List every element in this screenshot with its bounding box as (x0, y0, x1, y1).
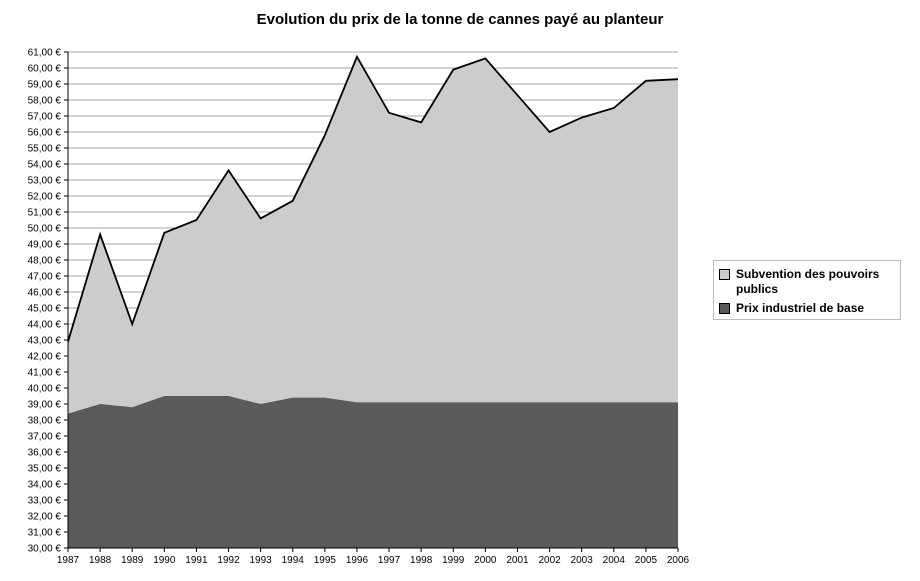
x-tick-label: 1999 (442, 555, 465, 566)
y-tick-label: 48,00 € (28, 256, 62, 267)
x-tick-label: 1997 (378, 555, 401, 566)
x-tick-label: 1996 (346, 555, 369, 566)
y-tick-label: 54,00 € (28, 160, 62, 171)
y-tick-label: 61,00 € (28, 48, 62, 59)
x-tick-label: 1991 (185, 555, 208, 566)
y-tick-label: 47,00 € (28, 272, 62, 283)
x-tick-label: 1998 (410, 555, 433, 566)
y-tick-label: 59,00 € (28, 80, 62, 91)
y-tick-label: 51,00 € (28, 208, 62, 219)
x-tick-label: 2001 (506, 555, 529, 566)
legend-label: Subvention des pouvoirs publics (736, 267, 880, 296)
legend-label: Prix industriel de base (736, 301, 865, 315)
x-tick-label: 1995 (314, 555, 337, 566)
y-tick-label: 39,00 € (28, 400, 62, 411)
y-tick-label: 30,00 € (28, 544, 62, 555)
y-tick-label: 36,00 € (28, 448, 62, 459)
x-tick-label: 2000 (474, 555, 497, 566)
area-subvention (68, 56, 678, 414)
y-tick-label: 42,00 € (28, 352, 62, 363)
x-tick-label: 1993 (250, 555, 273, 566)
chart-title: Evolution du prix de la tonne de cannes … (256, 11, 664, 28)
x-tick-label: 2004 (603, 555, 626, 566)
y-tick-label: 41,00 € (28, 368, 62, 379)
x-tick-label: 1988 (89, 555, 112, 566)
y-tick-label: 52,00 € (28, 192, 62, 203)
y-axis-ticks: 30,00 € 31,00 € 32,00 € 33,00 € 34,00 € 35,00… (28, 48, 68, 555)
series-line-subvention (67, 54, 679, 342)
y-tick-label: 58,00 € (28, 96, 62, 107)
y-tick-label: 56,00 € (28, 128, 62, 139)
y-tick-label: 57,00 € (28, 112, 62, 123)
x-tick-label: 1994 (282, 555, 305, 566)
y-tick-label: 45,00 € (28, 304, 62, 315)
legend: Subvention des pouvoirs publics Prix ind… (713, 260, 901, 320)
x-tick-label: 2002 (538, 555, 561, 566)
y-tick-label: 44,00 € (28, 320, 62, 331)
legend-swatch-subvention (719, 269, 730, 280)
legend-swatch-prix-industriel (719, 303, 730, 314)
x-tick-label: 1989 (121, 555, 144, 566)
x-tick-label: 2005 (635, 555, 658, 566)
y-tick-label: 32,00 € (28, 512, 62, 523)
area-prix-industriel (68, 396, 678, 548)
x-tick-label: 1987 (57, 555, 80, 566)
y-tick-label: 53,00 € (28, 176, 62, 187)
y-tick-label: 60,00 € (28, 64, 62, 75)
x-tick-label: 2003 (571, 555, 594, 566)
y-tick-label: 55,00 € (28, 144, 62, 155)
x-tick-label: 1992 (217, 555, 240, 566)
y-tick-label: 49,00 € (28, 240, 62, 251)
y-tick-label: 31,00 € (28, 528, 62, 539)
x-axis-ticks: 1987 1988 1989 1990 1991 1992 1993 1994 1995 1996… (57, 548, 690, 566)
y-tick-label: 34,00 € (28, 480, 62, 491)
y-tick-label: 40,00 € (28, 384, 62, 395)
y-tick-label: 38,00 € (28, 416, 62, 427)
y-tick-label: 33,00 € (28, 496, 62, 507)
y-tick-label: 50,00 € (28, 224, 62, 235)
y-tick-label: 46,00 € (28, 288, 62, 299)
y-tick-label: 43,00 € (28, 336, 62, 347)
x-tick-label: 1990 (153, 555, 176, 566)
y-tick-label: 37,00 € (28, 432, 62, 443)
area-series (67, 54, 679, 548)
x-tick-label: 2006 (667, 555, 690, 566)
axes (67, 52, 678, 549)
y-tick-label: 35,00 € (28, 464, 62, 475)
